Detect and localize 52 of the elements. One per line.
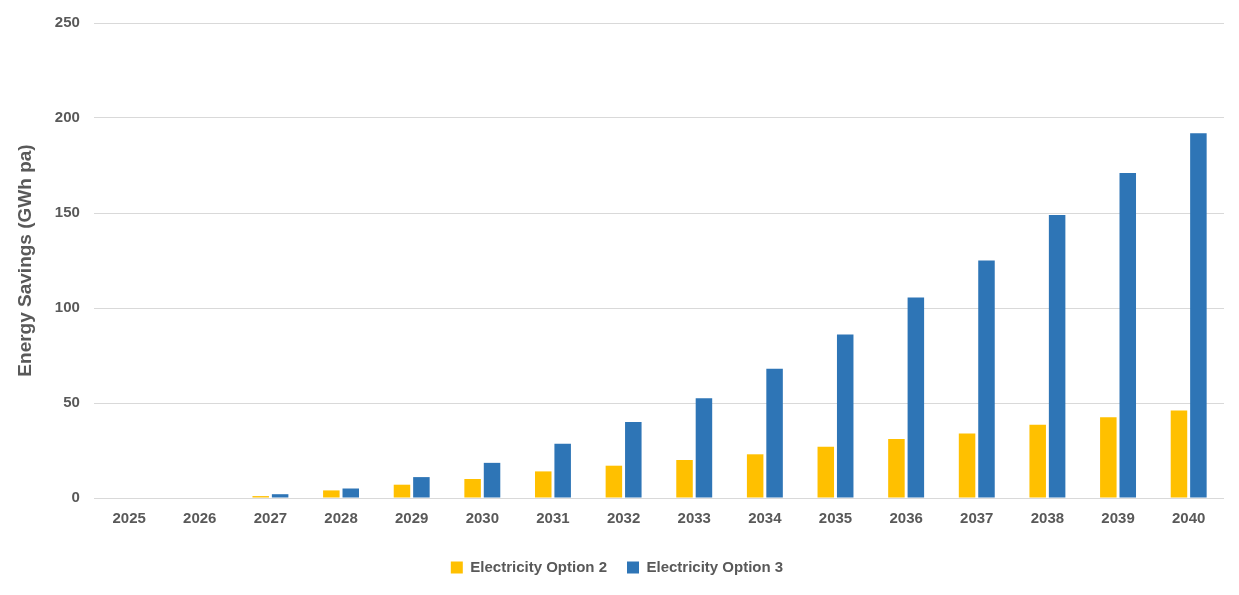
y-tick-label: 0 — [71, 488, 80, 506]
bar — [676, 460, 693, 498]
x-tick-label: 2032 — [606, 509, 641, 527]
bar — [1119, 173, 1137, 498]
bar — [766, 368, 783, 498]
bar — [625, 422, 642, 498]
x-tick-label: 2037 — [960, 509, 994, 527]
bar — [1100, 417, 1117, 498]
y-tick-label: 50 — [63, 393, 80, 411]
bar — [888, 439, 905, 498]
bar — [605, 465, 623, 498]
y-tick-label: 100 — [54, 298, 80, 316]
legend-label: Electricity Option 3 — [646, 557, 784, 575]
bar — [1170, 410, 1188, 498]
y-tick-label: 200 — [54, 108, 80, 126]
bar — [342, 488, 360, 498]
x-tick-label: 2030 — [465, 509, 500, 527]
bar — [1029, 424, 1046, 498]
bar — [413, 477, 430, 498]
y-axis-title: Energy Savings (GWh pa) — [13, 144, 35, 377]
bar — [958, 433, 976, 498]
x-tick-label: 2035 — [818, 509, 853, 527]
x-tick-label: 2040 — [1171, 509, 1206, 527]
bar — [836, 334, 854, 498]
bar — [554, 443, 571, 498]
bar — [746, 454, 764, 498]
x-tick-label: 2027 — [253, 509, 288, 527]
bar — [978, 260, 995, 498]
x-tick-label: 2039 — [1101, 509, 1135, 527]
x-tick-label: 2033 — [677, 509, 711, 527]
x-tick-label: 2029 — [395, 509, 429, 527]
x-tick-label: 2031 — [536, 509, 570, 527]
bar — [695, 398, 713, 498]
x-tick-label: 2026 — [183, 509, 217, 527]
x-tick-label: 2038 — [1030, 509, 1065, 527]
x-tick-label: 2025 — [112, 509, 146, 527]
bar — [1190, 133, 1207, 498]
bar — [534, 471, 552, 498]
bar — [271, 494, 289, 498]
bar — [323, 490, 340, 498]
y-tick-label: 150 — [54, 203, 80, 221]
x-tick-label: 2028 — [324, 509, 358, 527]
legend-label: Electricity Option 2 — [470, 557, 607, 575]
bar — [907, 297, 925, 498]
x-tick-label: 2036 — [889, 509, 923, 527]
bar — [393, 484, 411, 498]
bar — [464, 479, 481, 498]
x-tick-label: 2034 — [748, 509, 783, 527]
bar — [1048, 214, 1066, 498]
y-tick-label: 250 — [54, 13, 80, 31]
bar — [483, 462, 501, 498]
bar — [817, 446, 835, 498]
